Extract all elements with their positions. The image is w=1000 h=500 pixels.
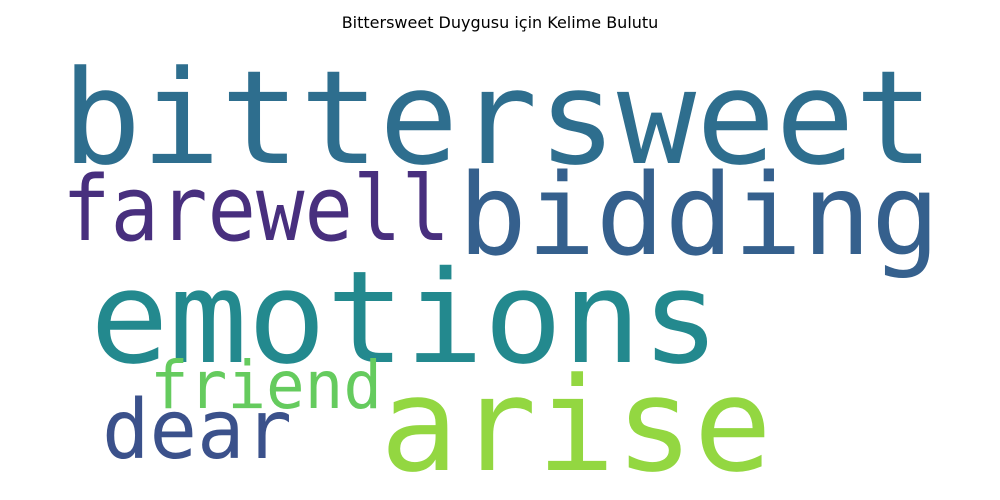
word-bittersweet: bittersweet bbox=[62, 42, 934, 194]
word-emotions: emotions bbox=[90, 244, 720, 393]
word-friend: friend bbox=[150, 347, 382, 424]
word-bidding: bidding bbox=[458, 151, 940, 281]
figure-title: Bittersweet Duygusu için Kelime Bulutu bbox=[341, 13, 659, 32]
word-arise: arise bbox=[380, 349, 772, 500]
word-farewell: farewell bbox=[62, 157, 450, 262]
word-dear: dear bbox=[102, 383, 292, 478]
